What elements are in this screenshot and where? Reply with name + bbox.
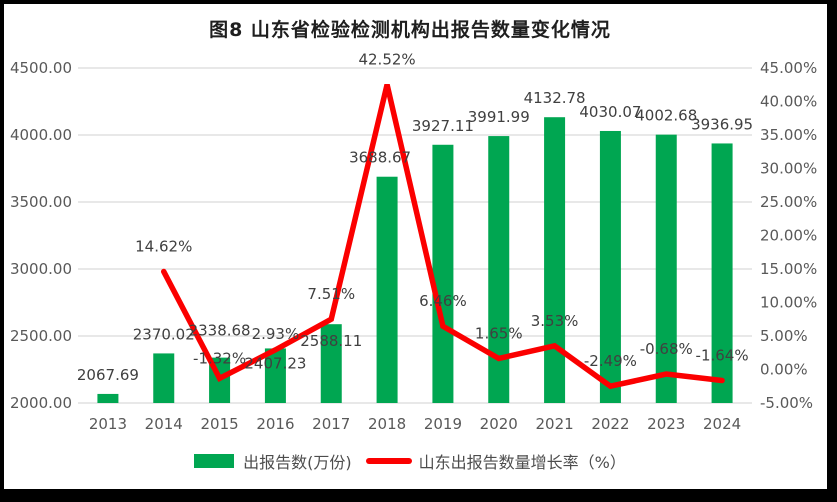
bar: [376, 176, 398, 403]
x-axis-tick-label: 2024: [703, 415, 741, 433]
x-axis-tick-label: 2021: [535, 415, 573, 433]
bar-value-label: 2338.68: [189, 322, 251, 340]
right-axis-tick-label: 20.00%: [760, 227, 817, 245]
frame-border-left: [0, 0, 4, 502]
bar: [711, 143, 733, 403]
chart-title: 图8 山东省检验检测机构出报告数量变化情况: [209, 19, 611, 41]
frame-border-right: [827, 0, 837, 502]
bar-value-label: 3936.95: [691, 115, 753, 133]
left-axis-tick-label: 4500.00: [10, 59, 72, 77]
growth-line: [161, 83, 725, 390]
x-axis-tick-label: 2019: [424, 415, 462, 433]
frame-border-bottom: [0, 489, 837, 502]
line-value-label: 1.65%: [475, 324, 523, 342]
chart-legend: 出报告数(万份) 山东出报告数量增长率（%）: [0, 449, 820, 473]
bar: [432, 144, 454, 403]
bar-value-label: 2407.23: [244, 354, 306, 372]
x-axis-tick-label: 2013: [89, 415, 127, 433]
right-axis-tick-label: 10.00%: [760, 294, 817, 312]
bar: [264, 348, 286, 403]
left-axis-tick-label: 4000.00: [10, 126, 72, 144]
bar: [320, 324, 342, 403]
x-axis-tick-label: 2018: [368, 415, 406, 433]
x-axis-tick-label: 2022: [591, 415, 629, 433]
bar: [153, 353, 175, 403]
x-axis-tick-label: 2016: [256, 415, 294, 433]
x-axis-tick-label: 2014: [145, 415, 183, 433]
right-axis-tick-label: 15.00%: [760, 260, 817, 278]
x-axis-tick-label: 2023: [647, 415, 685, 433]
line-value-label: -1.64%: [696, 346, 749, 364]
legend-bar-label: 出报告数(万份): [243, 453, 352, 472]
legend-line-swatch-icon: [365, 458, 412, 464]
line-value-label: 3.53%: [531, 312, 579, 330]
right-axis-tick-label: 35.00%: [760, 126, 817, 144]
right-axis-tick-label: 0.00%: [760, 361, 808, 379]
bar: [488, 136, 510, 403]
x-axis-tick-label: 2015: [200, 415, 238, 433]
left-axis-tick-label: 2500.00: [10, 327, 72, 345]
bar-value-label: 2370.02: [133, 325, 195, 343]
line-value-label: 2.93%: [252, 325, 300, 343]
frame-border-top: [0, 0, 837, 4]
line-value-label: 7.51%: [307, 285, 355, 303]
legend-line-label: 山东出报告数量增长率（%）: [418, 453, 626, 472]
right-axis-tick-label: -5.00%: [760, 394, 813, 412]
left-axis-tick-label: 3000.00: [10, 260, 72, 278]
left-axis-tick-label: 2000.00: [10, 394, 72, 412]
bar-value-label: 4132.78: [524, 89, 586, 107]
right-axis-tick-label: 30.00%: [760, 160, 817, 178]
bar: [655, 134, 677, 404]
line-value-label: -2.49%: [584, 352, 637, 370]
right-axis-tick-label: 25.00%: [760, 193, 817, 211]
line-value-label: -1.32%: [193, 349, 246, 367]
legend-bar-swatch-icon: [194, 454, 235, 468]
bar: [97, 393, 119, 403]
left-axis-tick-label: 3500.00: [10, 193, 72, 211]
bar-value-label: 3991.99: [468, 108, 530, 126]
line-value-label: -0.68%: [640, 340, 693, 358]
right-axis-tick-label: 45.00%: [760, 59, 817, 77]
bar-value-label: 3688.67: [349, 149, 411, 167]
bar-value-label: 2067.69: [77, 366, 139, 384]
bar-value-label: 2588.11: [300, 332, 362, 350]
line-value-label: 14.62%: [135, 238, 192, 256]
x-axis-tick-label: 2020: [480, 415, 518, 433]
right-axis-tick-label: 40.00%: [760, 93, 817, 111]
bar-value-label: 3927.11: [412, 117, 474, 135]
line-value-label: 42.52%: [358, 51, 415, 69]
x-axis-tick-label: 2017: [312, 415, 350, 433]
bar: [599, 130, 621, 403]
bar: [544, 117, 566, 403]
line-value-label: 6.46%: [419, 292, 467, 310]
bar-value-label: 4002.68: [635, 107, 697, 125]
right-axis-tick-label: 5.00%: [760, 327, 808, 345]
bar-value-label: 4030.07: [579, 103, 641, 121]
